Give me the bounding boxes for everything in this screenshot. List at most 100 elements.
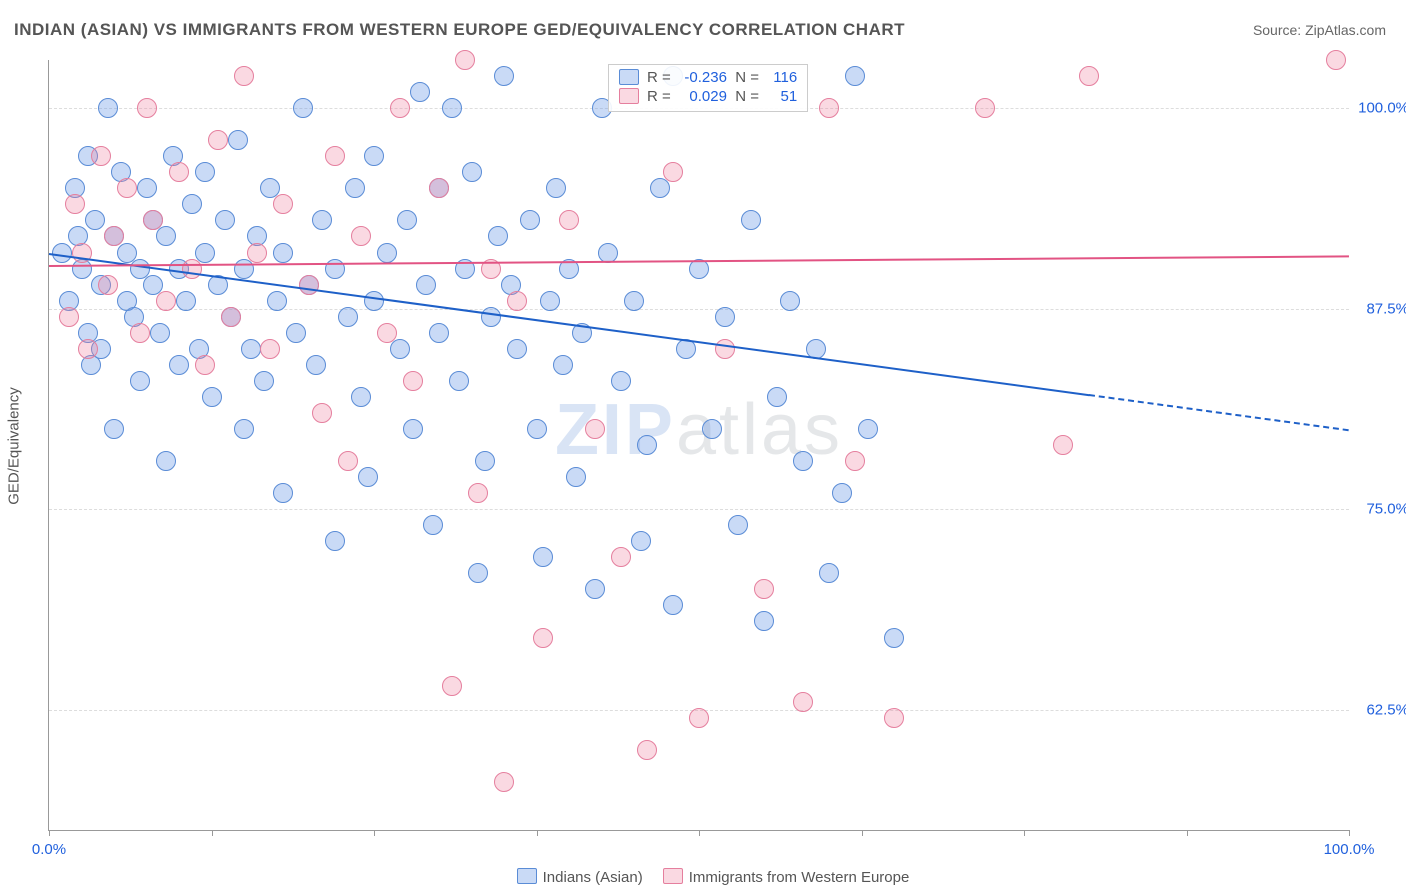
scatter-point	[247, 243, 267, 263]
scatter-point	[351, 387, 371, 407]
y-axis-label: GED/Equivalency	[6, 387, 23, 505]
scatter-point	[527, 419, 547, 439]
scatter-point	[754, 611, 774, 631]
scatter-point	[845, 66, 865, 86]
scatter-point	[754, 579, 774, 599]
scatter-point	[156, 451, 176, 471]
scatter-point	[416, 275, 436, 295]
scatter-point	[462, 162, 482, 182]
legend-stats: R = -0.236 N = 116	[647, 69, 797, 86]
scatter-point	[728, 515, 748, 535]
scatter-point	[195, 162, 215, 182]
scatter-point	[611, 371, 631, 391]
scatter-point	[208, 130, 228, 150]
scatter-point	[273, 483, 293, 503]
gridline	[49, 509, 1349, 510]
scatter-point	[1079, 66, 1099, 86]
scatter-point	[169, 355, 189, 375]
scatter-point	[540, 291, 560, 311]
scatter-point	[767, 387, 787, 407]
scatter-point	[169, 162, 189, 182]
legend-swatch	[517, 868, 537, 884]
scatter-point	[1326, 50, 1346, 70]
scatter-point	[410, 82, 430, 102]
scatter-point	[845, 451, 865, 471]
legend-stats: R = 0.029 N = 51	[647, 88, 797, 105]
scatter-point	[312, 403, 332, 423]
y-tick-label: 87.5%	[1354, 300, 1406, 317]
scatter-point	[650, 178, 670, 198]
scatter-point	[202, 387, 222, 407]
scatter-point	[364, 291, 384, 311]
scatter-point	[559, 210, 579, 230]
scatter-point	[975, 98, 995, 118]
scatter-point	[689, 708, 709, 728]
plot-area: ZIPatlas R = -0.236 N = 116R = 0.029 N =…	[48, 60, 1349, 831]
scatter-point	[65, 194, 85, 214]
scatter-point	[78, 339, 98, 359]
scatter-point	[423, 515, 443, 535]
scatter-point	[884, 708, 904, 728]
x-tick	[49, 830, 50, 836]
scatter-point	[585, 419, 605, 439]
chart-title: INDIAN (ASIAN) VS IMMIGRANTS FROM WESTER…	[14, 20, 905, 40]
scatter-point	[234, 419, 254, 439]
scatter-point	[858, 419, 878, 439]
scatter-point	[475, 451, 495, 471]
legend-swatch	[663, 868, 683, 884]
scatter-point	[306, 355, 326, 375]
scatter-point	[553, 355, 573, 375]
scatter-point	[533, 628, 553, 648]
scatter-point	[176, 291, 196, 311]
scatter-point	[156, 226, 176, 246]
legend-row: R = 0.029 N = 51	[619, 88, 797, 105]
scatter-point	[338, 307, 358, 327]
scatter-point	[91, 146, 111, 166]
scatter-point	[377, 243, 397, 263]
scatter-point	[455, 50, 475, 70]
scatter-point	[325, 259, 345, 279]
scatter-point	[442, 676, 462, 696]
scatter-point	[403, 419, 423, 439]
scatter-point	[260, 339, 280, 359]
scatter-point	[442, 98, 462, 118]
x-tick	[537, 830, 538, 836]
scatter-point	[546, 178, 566, 198]
scatter-point	[819, 98, 839, 118]
scatter-point	[637, 740, 657, 760]
scatter-point	[449, 371, 469, 391]
legend-series-label: Immigrants from Western Europe	[689, 869, 910, 886]
x-tick	[1024, 830, 1025, 836]
scatter-point	[234, 66, 254, 86]
scatter-point	[663, 162, 683, 182]
scatter-point	[598, 243, 618, 263]
scatter-point	[85, 210, 105, 230]
x-tick-label: 100.0%	[1324, 841, 1375, 858]
scatter-point	[702, 419, 722, 439]
scatter-point	[312, 210, 332, 230]
x-tick-label: 0.0%	[32, 841, 66, 858]
scatter-point	[429, 178, 449, 198]
scatter-point	[143, 210, 163, 230]
scatter-point	[585, 579, 605, 599]
scatter-point	[566, 467, 586, 487]
correlation-legend: R = -0.236 N = 116 R = 0.029 N = 51	[608, 64, 808, 112]
scatter-point	[150, 323, 170, 343]
scatter-point	[221, 307, 241, 327]
scatter-point	[273, 194, 293, 214]
scatter-point	[507, 291, 527, 311]
scatter-point	[793, 692, 813, 712]
scatter-point	[104, 226, 124, 246]
scatter-point	[1053, 435, 1073, 455]
scatter-point	[533, 547, 553, 567]
scatter-point	[488, 226, 508, 246]
scatter-point	[338, 451, 358, 471]
scatter-point	[715, 307, 735, 327]
scatter-point	[104, 419, 124, 439]
scatter-point	[137, 178, 157, 198]
scatter-point	[631, 531, 651, 551]
scatter-point	[130, 371, 150, 391]
scatter-point	[884, 628, 904, 648]
scatter-point	[286, 323, 306, 343]
source-label: Source: ZipAtlas.com	[1253, 22, 1386, 38]
